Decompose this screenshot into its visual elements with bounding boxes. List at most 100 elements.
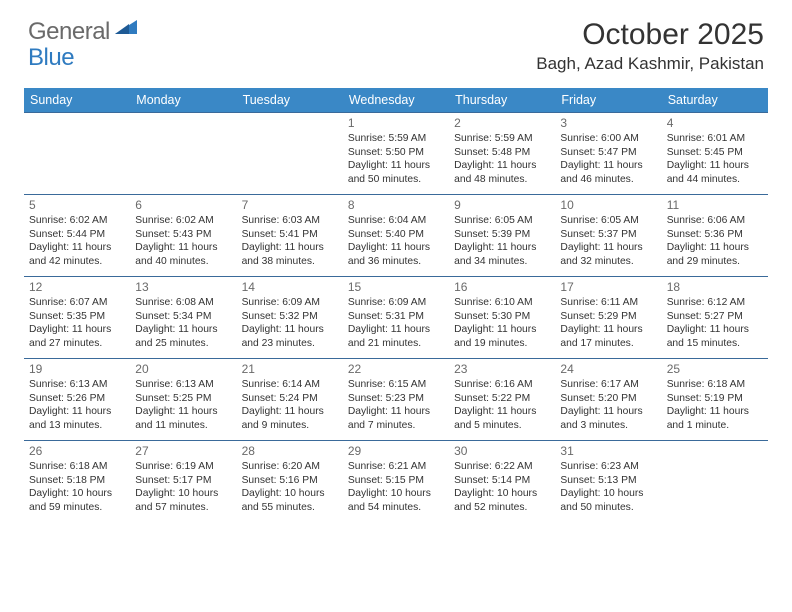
calendar-day-cell: 11 Sunrise: 6:06 AMSunset: 5:36 PMDayligh…: [662, 195, 768, 277]
day-number: 23: [454, 362, 550, 376]
day-number: 13: [135, 280, 231, 294]
day-header: Sunday: [24, 88, 130, 113]
calendar-day-cell: 6Sunrise: 6:02 AMSunset: 5:43 PMDaylight…: [130, 195, 236, 277]
calendar-week-row: 19Sunrise: 6:13 AMSunset: 5:26 PMDayligh…: [24, 359, 768, 441]
day-info: Sunrise: 6:20 AMSunset: 5:16 PMDaylight:…: [242, 460, 338, 514]
day-number: 8: [348, 198, 444, 212]
calendar-week-row: 5 Sunrise: 6:02 AMSunset: 5:44 PMDaylight…: [24, 195, 768, 277]
calendar-day-cell: 25Sunrise: 6:18 AMSunset: 5:19 PMDayligh…: [662, 359, 768, 441]
day-number: 6: [135, 198, 231, 212]
day-header: Wednesday: [343, 88, 449, 113]
day-header: Tuesday: [237, 88, 343, 113]
day-info: Sunrise: 6:04 AMSunset: 5:40 PMDaylight:…: [348, 214, 444, 268]
day-info: Sunrise: 6:16 AMSunset: 5:22 PMDaylight:…: [454, 378, 550, 432]
day-info: Sunrise: 6:19 AMSunset: 5:17 PMDaylight:…: [135, 460, 231, 514]
calendar-day-cell: 13 Sunrise: 6:08 AMSunset: 5:34 PMDayligh…: [130, 277, 236, 359]
calendar-day-cell: 18Sunrise: 6:12 AMSunset: 5:27 PMDayligh…: [662, 277, 768, 359]
day-header-row: SundayMondayTuesdayWednesdayThursdayFrid…: [24, 88, 768, 113]
day-info: Sunrise: 6:18 AMSunset: 5:18 PMDaylight:…: [29, 460, 125, 514]
day-info: Sunrise: 6:07 AMSunset: 5:35 PMDaylight:…: [29, 296, 125, 350]
day-number: 10: [560, 198, 656, 212]
calendar-day-cell: 24Sunrise: 6:17 AMSunset: 5:20 PMDayligh…: [555, 359, 661, 441]
day-info: Sunrise: 6:06 AMSunset: 5:36 PMDaylight:…: [667, 214, 763, 268]
header: General October 2025 Bagh, Azad Kashmir,…: [0, 0, 792, 80]
day-number: 16: [454, 280, 550, 294]
calendar-week-row: 1Sunrise: 5:59 AMSunset: 5:50 PMDaylight…: [24, 113, 768, 195]
day-number: 12: [29, 280, 125, 294]
calendar-day-cell: 8 Sunrise: 6:04 AMSunset: 5:40 PMDaylight…: [343, 195, 449, 277]
calendar-week-row: 12 Sunrise: 6:07 AMSunset: 5:35 PMDayligh…: [24, 277, 768, 359]
day-number: 28: [242, 444, 338, 458]
day-header: Monday: [130, 88, 236, 113]
day-info: Sunrise: 6:08 AMSunset: 5:34 PMDaylight:…: [135, 296, 231, 350]
day-info: Sunrise: 6:00 AMSunset: 5:47 PMDaylight:…: [560, 132, 656, 186]
day-number: 26: [29, 444, 125, 458]
day-info: Sunrise: 5:59 AMSunset: 5:50 PMDaylight:…: [348, 132, 444, 186]
calendar-day-cell: 21 Sunrise: 6:14 AMSunset: 5:24 PMDayligh…: [237, 359, 343, 441]
calendar-day-cell: 4 Sunrise: 6:01 AMSunset: 5:45 PMDaylight…: [662, 113, 768, 195]
day-number: 14: [242, 280, 338, 294]
calendar-day-cell: 15Sunrise: 6:09 AMSunset: 5:31 PMDayligh…: [343, 277, 449, 359]
day-number: 27: [135, 444, 231, 458]
calendar-day-cell: 12 Sunrise: 6:07 AMSunset: 5:35 PMDayligh…: [24, 277, 130, 359]
calendar-day-cell: 14 Sunrise: 6:09 AMSunset: 5:32 PMDayligh…: [237, 277, 343, 359]
calendar-day-cell: 19Sunrise: 6:13 AMSunset: 5:26 PMDayligh…: [24, 359, 130, 441]
calendar-day-cell: 31 Sunrise: 6:23 AMSunset: 5:13 PMDayligh…: [555, 441, 661, 523]
calendar-day-cell: 10 Sunrise: 6:05 AMSunset: 5:37 PMDayligh…: [555, 195, 661, 277]
day-info: Sunrise: 6:21 AMSunset: 5:15 PMDaylight:…: [348, 460, 444, 514]
day-info: Sunrise: 6:05 AMSunset: 5:37 PMDaylight:…: [560, 214, 656, 268]
brand-blue-wrap: Blue: [28, 44, 74, 72]
day-info: Sunrise: 6:02 AMSunset: 5:44 PMDaylight:…: [29, 214, 125, 268]
calendar-day-cell: 27 Sunrise: 6:19 AMSunset: 5:17 PMDayligh…: [130, 441, 236, 523]
day-header: Friday: [555, 88, 661, 113]
calendar-day-cell: 9Sunrise: 6:05 AMSunset: 5:39 PMDaylight…: [449, 195, 555, 277]
day-number: 24: [560, 362, 656, 376]
brand-text-blue: Blue: [28, 44, 74, 71]
calendar-day-cell: 3Sunrise: 6:00 AMSunset: 5:47 PMDaylight…: [555, 113, 661, 195]
brand-logo: General: [28, 18, 139, 46]
day-info: Sunrise: 6:03 AMSunset: 5:41 PMDaylight:…: [242, 214, 338, 268]
calendar-day-cell: 2Sunrise: 5:59 AMSunset: 5:48 PMDaylight…: [449, 113, 555, 195]
day-info: Sunrise: 6:01 AMSunset: 5:45 PMDaylight:…: [667, 132, 763, 186]
day-number: 30: [454, 444, 550, 458]
calendar-day-cell: 20 Sunrise: 6:13 AMSunset: 5:25 PMDayligh…: [130, 359, 236, 441]
day-info: Sunrise: 6:14 AMSunset: 5:24 PMDaylight:…: [242, 378, 338, 432]
day-info: Sunrise: 6:09 AMSunset: 5:32 PMDaylight:…: [242, 296, 338, 350]
calendar-empty-cell: [237, 113, 343, 195]
day-info: Sunrise: 6:10 AMSunset: 5:30 PMDaylight:…: [454, 296, 550, 350]
day-number: 15: [348, 280, 444, 294]
calendar-day-cell: 30Sunrise: 6:22 AMSunset: 5:14 PMDayligh…: [449, 441, 555, 523]
day-info: Sunrise: 6:23 AMSunset: 5:13 PMDaylight:…: [560, 460, 656, 514]
calendar-day-cell: 16 Sunrise: 6:10 AMSunset: 5:30 PMDayligh…: [449, 277, 555, 359]
calendar-body: 1Sunrise: 5:59 AMSunset: 5:50 PMDaylight…: [24, 113, 768, 523]
calendar-day-cell: 23 Sunrise: 6:16 AMSunset: 5:22 PMDayligh…: [449, 359, 555, 441]
day-number: 18: [667, 280, 763, 294]
calendar-week-row: 26 Sunrise: 6:18 AMSunset: 5:18 PMDayligh…: [24, 441, 768, 523]
brand-text-general: General: [28, 18, 110, 46]
calendar-day-cell: 22Sunrise: 6:15 AMSunset: 5:23 PMDayligh…: [343, 359, 449, 441]
day-info: Sunrise: 6:13 AMSunset: 5:25 PMDaylight:…: [135, 378, 231, 432]
calendar-day-cell: 29 Sunrise: 6:21 AMSunset: 5:15 PMDayligh…: [343, 441, 449, 523]
day-info: Sunrise: 5:59 AMSunset: 5:48 PMDaylight:…: [454, 132, 550, 186]
day-number: 31: [560, 444, 656, 458]
calendar-day-cell: 7 Sunrise: 6:03 AMSunset: 5:41 PMDaylight…: [237, 195, 343, 277]
day-info: Sunrise: 6:11 AMSunset: 5:29 PMDaylight:…: [560, 296, 656, 350]
calendar-day-cell: 28 Sunrise: 6:20 AMSunset: 5:16 PMDayligh…: [237, 441, 343, 523]
day-header: Thursday: [449, 88, 555, 113]
day-number: 22: [348, 362, 444, 376]
calendar-empty-cell: [662, 441, 768, 523]
day-number: 20: [135, 362, 231, 376]
day-number: 29: [348, 444, 444, 458]
day-number: 11: [667, 198, 763, 212]
calendar-day-cell: 17Sunrise: 6:11 AMSunset: 5:29 PMDayligh…: [555, 277, 661, 359]
day-number: 4: [667, 116, 763, 130]
day-header: Saturday: [662, 88, 768, 113]
location-text: Bagh, Azad Kashmir, Pakistan: [536, 54, 764, 74]
month-title: October 2025: [536, 18, 764, 52]
day-number: 5: [29, 198, 125, 212]
day-number: 19: [29, 362, 125, 376]
title-block: October 2025 Bagh, Azad Kashmir, Pakista…: [536, 18, 764, 74]
day-info: Sunrise: 6:18 AMSunset: 5:19 PMDaylight:…: [667, 378, 763, 432]
day-number: 21: [242, 362, 338, 376]
day-number: 7: [242, 198, 338, 212]
